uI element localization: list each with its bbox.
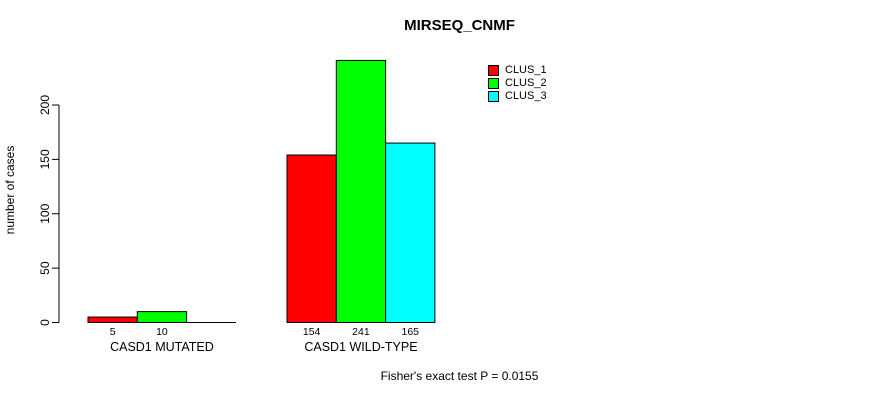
bar-clus_1: [87, 316, 138, 323]
y-tick-label: 150: [38, 149, 52, 169]
category-label: CASD1 MUTATED: [110, 340, 214, 354]
bar-value-label: 10: [156, 326, 168, 338]
legend-swatch: [488, 65, 499, 76]
legend-row: CLUS_2: [488, 77, 547, 90]
bar-value-label: 5: [110, 326, 116, 338]
legend-label: CLUS_2: [505, 77, 547, 89]
y-axis-label: number of cases: [3, 146, 17, 235]
annotation-text: Fisher's exact test P = 0.0155: [380, 369, 539, 383]
bar-value-label: 241: [352, 326, 370, 338]
legend: CLUS_1 CLUS_2 CLUS_3: [488, 64, 547, 103]
y-tick-label: 0: [38, 319, 52, 326]
category-label: CASD1 WILD-TYPE: [304, 340, 417, 354]
chart-title: MIRSEQ_CNMF: [404, 17, 515, 34]
y-tick-label: 200: [38, 95, 52, 115]
y-tick-label: 100: [38, 203, 52, 223]
legend-label: CLUS_1: [505, 64, 547, 76]
bar-clus_2: [335, 59, 387, 323]
bar-clus_1: [286, 154, 337, 323]
y-tick-label: 50: [38, 261, 52, 275]
bar-clus_3: [385, 142, 436, 323]
bar-value-label: 154: [303, 326, 321, 338]
legend-swatch: [488, 78, 499, 89]
bar-clus_2: [136, 311, 188, 323]
bar-value-label: 165: [401, 326, 419, 338]
legend-row: CLUS_1: [488, 64, 547, 77]
legend-swatch: [488, 91, 499, 102]
legend-label: CLUS_3: [505, 90, 547, 102]
legend-row: CLUS_3: [488, 90, 547, 103]
